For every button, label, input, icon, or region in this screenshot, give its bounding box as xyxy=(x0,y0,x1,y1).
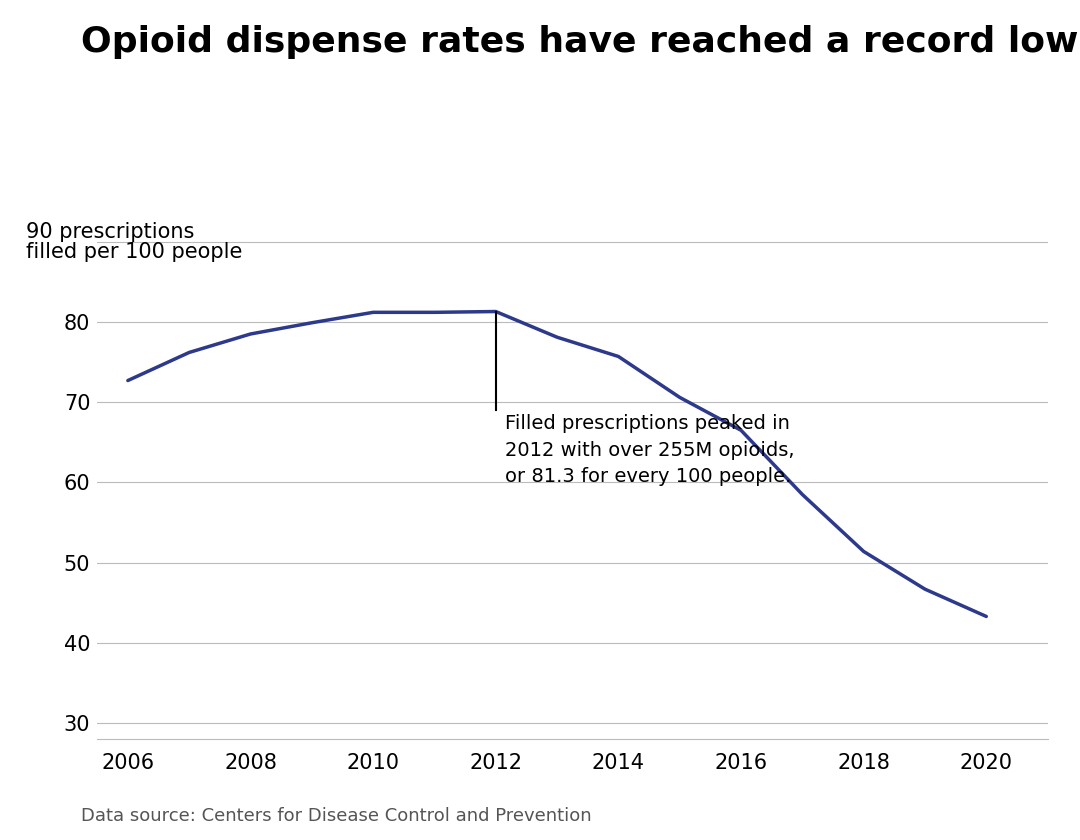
Text: Opioid dispense rates have reached a record low: Opioid dispense rates have reached a rec… xyxy=(81,25,1078,59)
Text: Filled prescriptions peaked in
2012 with over 255M opioids,
or 81.3 for every 10: Filled prescriptions peaked in 2012 with… xyxy=(505,414,795,486)
Text: 90 prescriptions: 90 prescriptions xyxy=(26,222,194,242)
Text: Data source: Centers for Disease Control and Prevention: Data source: Centers for Disease Control… xyxy=(81,807,592,825)
Text: filled per 100 people: filled per 100 people xyxy=(26,242,242,262)
